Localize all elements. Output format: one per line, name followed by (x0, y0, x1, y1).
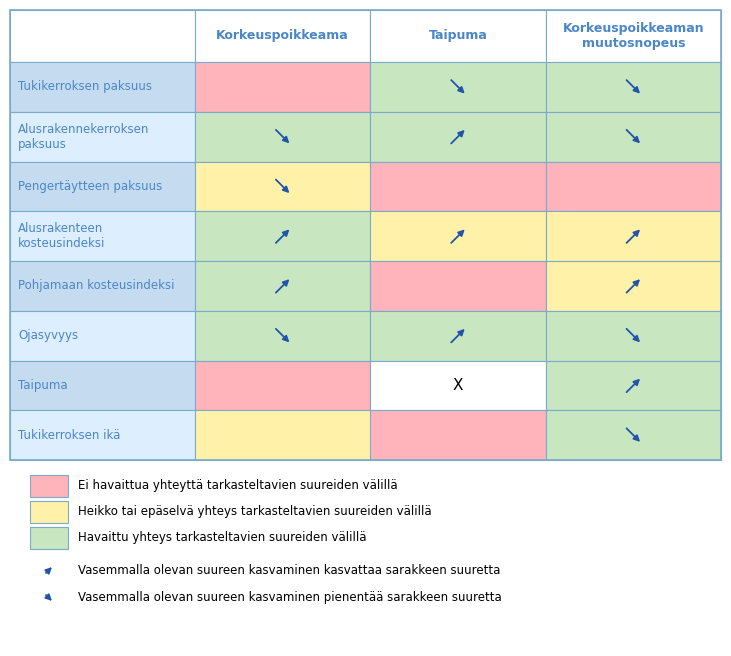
Bar (195, 410, 371, 460)
Bar (195, 161, 371, 211)
Text: X: X (452, 378, 463, 393)
Text: Havaittu yhteys tarkasteltavien suureiden välillä: Havaittu yhteys tarkasteltavien suureide… (78, 531, 366, 544)
Bar (10, 410, 195, 460)
Bar (30, 527, 68, 549)
Text: Ojasyvyys: Ojasyvyys (18, 329, 78, 342)
Bar (371, 62, 545, 112)
Bar (195, 112, 371, 161)
Bar (545, 112, 721, 161)
Text: Heikko tai epäselvä yhteys tarkasteltavien suureiden välillä: Heikko tai epäselvä yhteys tarkasteltavi… (78, 506, 431, 518)
Bar (371, 112, 545, 161)
Bar (195, 62, 371, 112)
Bar (10, 112, 195, 161)
Bar (545, 211, 721, 261)
Bar (371, 410, 545, 460)
Text: Pohjamaan kosteusindeksi: Pohjamaan kosteusindeksi (18, 279, 175, 293)
Bar (195, 261, 371, 311)
Bar (10, 211, 195, 261)
Text: Korkeuspoikkeama: Korkeuspoikkeama (216, 30, 349, 43)
Text: Pengertäytteen paksuus: Pengertäytteen paksuus (18, 180, 162, 193)
Bar (10, 10, 195, 62)
Bar (10, 10, 721, 460)
Bar (10, 261, 195, 311)
Bar (371, 361, 545, 410)
Bar (371, 311, 545, 361)
Bar (545, 261, 721, 311)
Text: Taipuma: Taipuma (18, 379, 68, 392)
Bar (545, 311, 721, 361)
Bar (195, 211, 371, 261)
Text: Alusrakennekerroksen
paksuus: Alusrakennekerroksen paksuus (18, 123, 149, 151)
Bar (195, 311, 371, 361)
Bar (10, 311, 195, 361)
Text: Korkeuspoikkeaman
muutosnopeus: Korkeuspoikkeaman muutosnopeus (563, 22, 704, 50)
Bar (10, 161, 195, 211)
Bar (371, 261, 545, 311)
Bar (10, 361, 195, 410)
Bar (195, 361, 371, 410)
Bar (545, 10, 721, 62)
Bar (545, 161, 721, 211)
Text: Ei havaittua yhteyttä tarkasteltavien suureiden välillä: Ei havaittua yhteyttä tarkasteltavien su… (78, 480, 398, 493)
Text: Tukikerroksen paksuus: Tukikerroksen paksuus (18, 81, 152, 93)
Bar (195, 10, 371, 62)
Text: Taipuma: Taipuma (428, 30, 488, 43)
Text: Tukikerroksen ikä: Tukikerroksen ikä (18, 428, 121, 441)
Bar (30, 501, 68, 523)
Bar (10, 62, 195, 112)
Bar (371, 161, 545, 211)
Bar (30, 475, 68, 497)
Text: Vasemmalla olevan suureen kasvaminen kasvattaa sarakkeen suuretta: Vasemmalla olevan suureen kasvaminen kas… (78, 564, 501, 577)
Text: Vasemmalla olevan suureen kasvaminen pienentää sarakkeen suuretta: Vasemmalla olevan suureen kasvaminen pie… (78, 592, 501, 604)
Text: Alusrakenteen
kosteusindeksi: Alusrakenteen kosteusindeksi (18, 222, 105, 250)
Bar (545, 62, 721, 112)
Bar (545, 361, 721, 410)
Bar (545, 410, 721, 460)
Bar (371, 211, 545, 261)
Bar (371, 10, 545, 62)
